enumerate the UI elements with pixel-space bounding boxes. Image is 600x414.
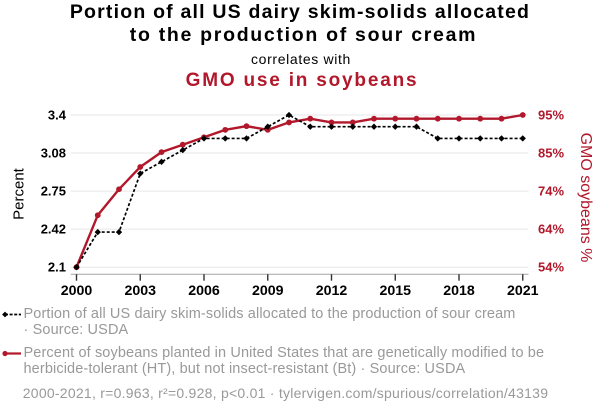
svg-text:2012: 2012 — [316, 283, 348, 299]
svg-text:54%: 54% — [538, 260, 564, 275]
svg-text:85%: 85% — [538, 146, 564, 161]
svg-text:2003: 2003 — [124, 283, 156, 299]
svg-text:2015: 2015 — [379, 283, 411, 299]
svg-text:64%: 64% — [538, 222, 564, 237]
svg-text:GMO soybeans %: GMO soybeans % — [577, 133, 594, 263]
svg-text:3.4: 3.4 — [48, 108, 67, 123]
svg-text:2.75: 2.75 — [41, 184, 66, 199]
svg-text:74%: 74% — [538, 184, 564, 199]
svg-text:2009: 2009 — [252, 283, 284, 299]
svg-text:2006: 2006 — [188, 283, 220, 299]
svg-text:95%: 95% — [538, 108, 564, 123]
svg-text:2.1: 2.1 — [48, 260, 66, 275]
svg-text:3.08: 3.08 — [41, 146, 66, 161]
svg-text:2.42: 2.42 — [41, 222, 66, 237]
svg-text:Percent: Percent — [11, 167, 28, 220]
svg-text:2021: 2021 — [507, 283, 539, 299]
svg-text:2000: 2000 — [61, 283, 93, 299]
svg-text:2018: 2018 — [443, 283, 475, 299]
